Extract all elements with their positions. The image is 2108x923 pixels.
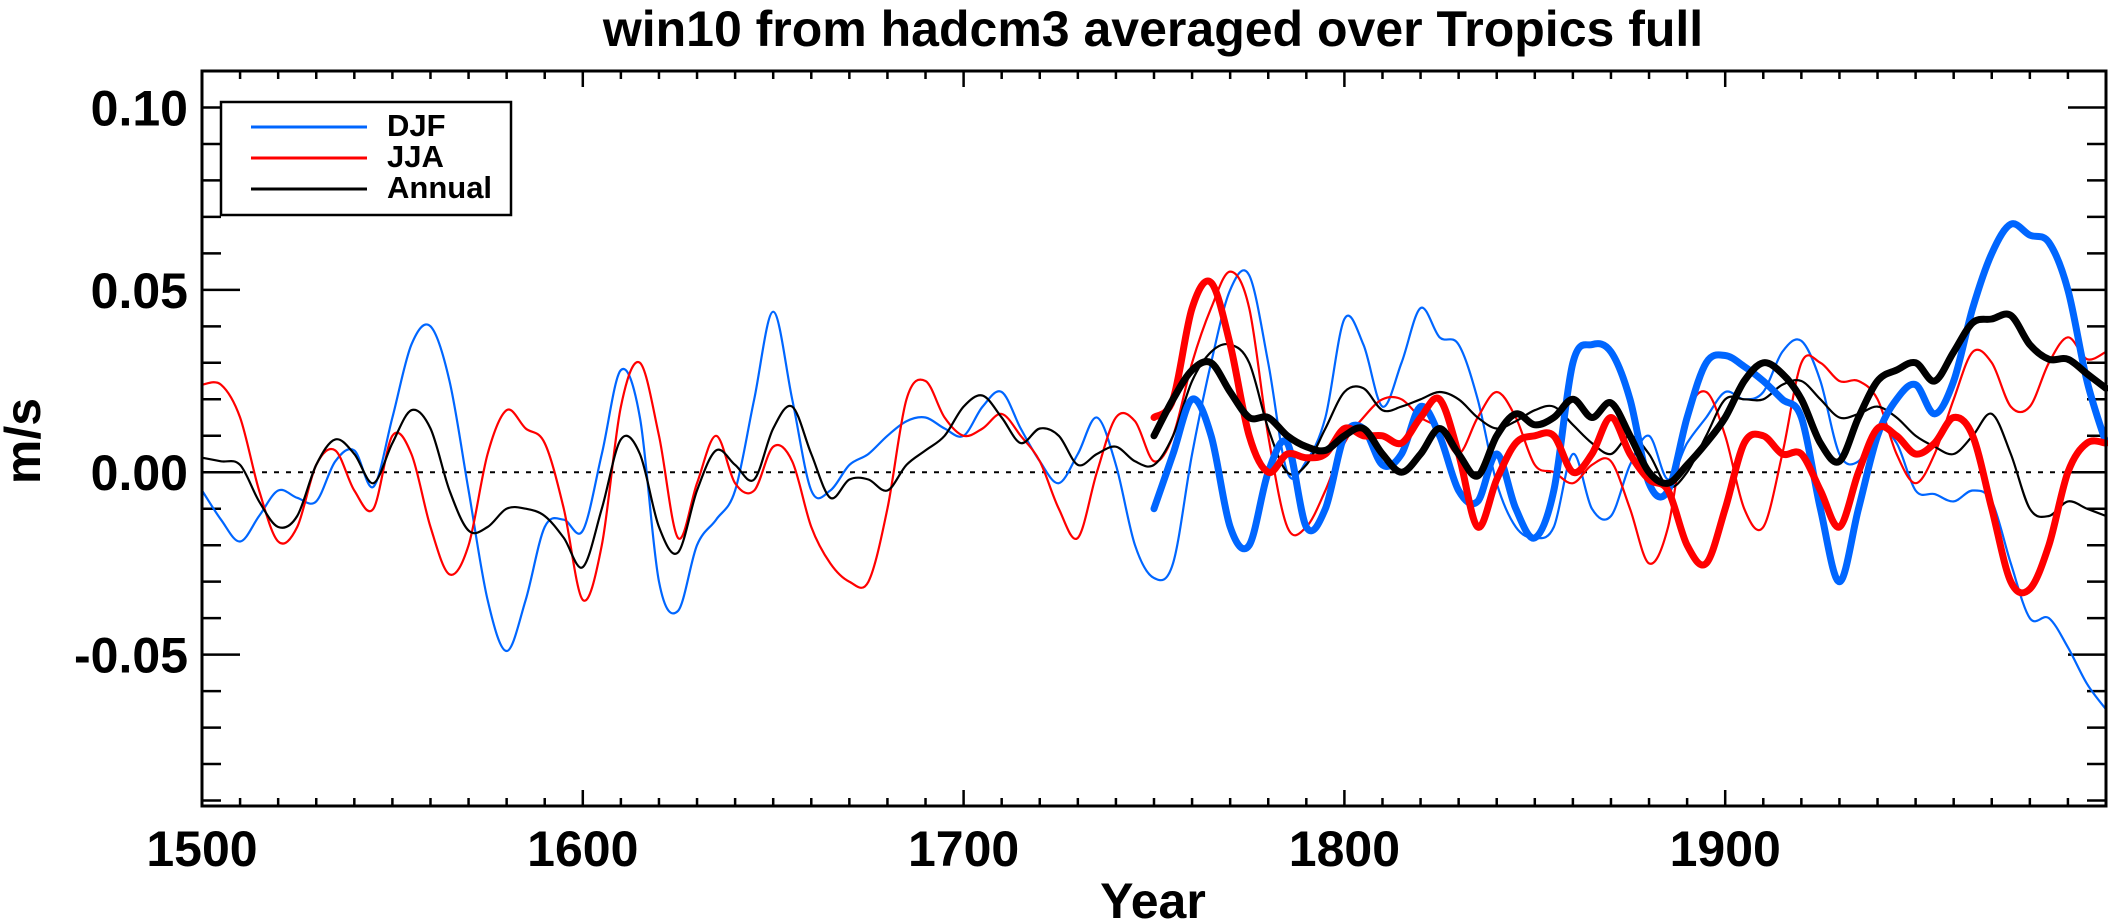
- x-tick-label: 1500: [146, 821, 257, 877]
- y-tick-label: 0.00: [91, 445, 188, 501]
- legend-label-jja: JJA: [387, 139, 444, 174]
- series-line-djf-thin: [200, 269, 2108, 711]
- x-axis-label: Year: [1100, 873, 1206, 923]
- series-line-jja-thick: [1150, 277, 2108, 597]
- legend-label-djf: DJF: [387, 108, 446, 143]
- legend-label-annual: Annual: [387, 170, 492, 205]
- y-tick-label: 0.05: [91, 263, 188, 319]
- series-line-annual-thin: [200, 342, 2108, 569]
- legend: DJF JJA Annual: [219, 100, 513, 217]
- series-line-djf-thick: [1150, 220, 2108, 586]
- chart-title: win10 from hadcm3 averaged over Tropics …: [602, 1, 1703, 57]
- x-tick-label: 1900: [1670, 821, 1781, 877]
- series-line-annual-thick: [1150, 310, 2108, 487]
- x-tick-label: 1600: [527, 821, 638, 877]
- x-tick-label: 1800: [1289, 821, 1400, 877]
- series-group: [200, 220, 2108, 711]
- y-axis-label: m/s: [0, 398, 51, 484]
- x-tick-label: 1700: [908, 821, 1019, 877]
- y-tick-label: -0.05: [74, 628, 188, 684]
- y-tick-label: 0.10: [91, 80, 188, 136]
- axis-tick-labels: 1500 1600 1700 1800 1900 -0.05 0.00 0.05 0.10: [74, 80, 1781, 877]
- plot-frame: [200, 69, 2108, 808]
